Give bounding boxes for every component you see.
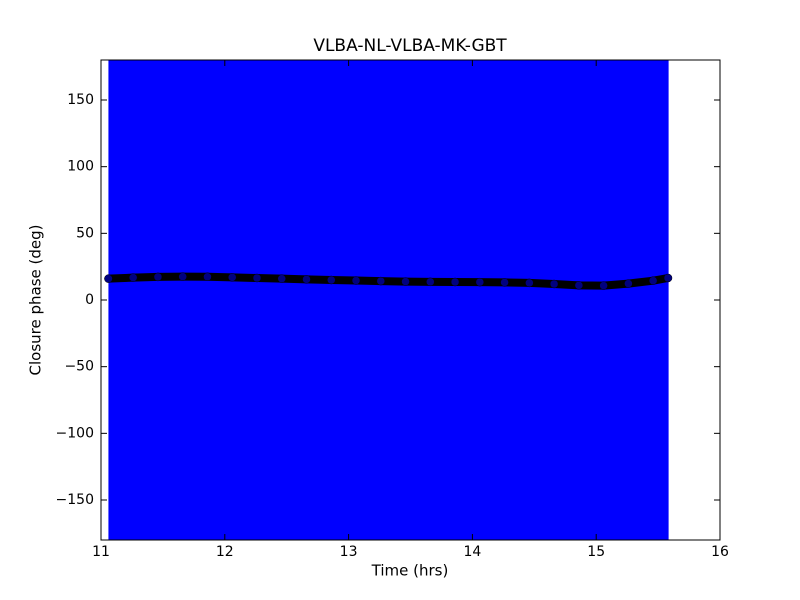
error-bar (120, 60, 147, 540)
x-tick-label: 15 (587, 544, 605, 560)
data-point (178, 272, 187, 281)
error-bar (566, 60, 592, 540)
error-bar (145, 60, 171, 540)
data-point (351, 276, 361, 285)
y-tick-label: 0 (85, 292, 94, 308)
x-tick-label: 11 (92, 544, 110, 560)
data-point (574, 281, 584, 290)
data-point (327, 275, 336, 285)
data-point (401, 277, 410, 286)
error-bar (492, 60, 518, 540)
data-point (153, 272, 163, 282)
error-bar (591, 60, 617, 540)
error-bar (219, 60, 246, 540)
error-bar (269, 60, 295, 540)
y-tick-label: 50 (76, 225, 94, 241)
error-bar (318, 60, 345, 540)
data-point (648, 276, 658, 285)
error-bar (244, 60, 270, 540)
error-bar (393, 60, 419, 540)
y-tick-label: −150 (56, 492, 94, 508)
x-axis-label: Time (hrs) (371, 562, 449, 580)
data-point (500, 278, 509, 287)
error-bar (195, 60, 221, 540)
error-bar (516, 60, 543, 540)
error-bar (442, 60, 469, 540)
data-point (104, 274, 113, 283)
error-bar (541, 60, 568, 540)
x-tick-label: 13 (340, 544, 358, 560)
data-point (376, 276, 386, 286)
data-point (302, 275, 311, 284)
data-point (203, 272, 212, 282)
data-point (624, 279, 633, 288)
data-point (128, 273, 138, 282)
data-point (426, 277, 435, 287)
data-point (475, 277, 485, 287)
x-tick-label: 12 (216, 544, 234, 560)
error-bar (467, 60, 493, 540)
data-point (663, 273, 673, 283)
x-tick-label: 14 (463, 544, 481, 560)
error-bar (108, 60, 122, 540)
y-tick-label: 100 (67, 159, 94, 175)
data-point (525, 278, 534, 288)
data-point (599, 281, 608, 290)
error-bar (640, 60, 662, 540)
data-point (549, 279, 559, 289)
data-point (277, 274, 286, 283)
y-tick-label: −50 (64, 359, 94, 375)
error-bar (368, 60, 394, 540)
data-point (227, 273, 237, 282)
chart-title: VLBA-NL-VLBA-MK-GBT (313, 36, 507, 56)
y-tick-label: −100 (56, 425, 94, 441)
y-axis-label: Closure phase (deg) (27, 225, 45, 376)
error-bar (170, 60, 196, 540)
axes: 11 12 13 14 15 16 −150 −100 −50 0 50 100 150 (56, 59, 729, 560)
data-point (450, 277, 460, 287)
error-bar (660, 60, 669, 540)
error-bar (616, 60, 642, 540)
plot-area (104, 60, 673, 540)
error-bar (343, 60, 370, 540)
error-bar (294, 60, 320, 540)
data-point (252, 273, 262, 283)
error-bar (417, 60, 444, 540)
x-tick-label: 16 (711, 544, 729, 560)
y-tick-label: 150 (67, 92, 94, 108)
